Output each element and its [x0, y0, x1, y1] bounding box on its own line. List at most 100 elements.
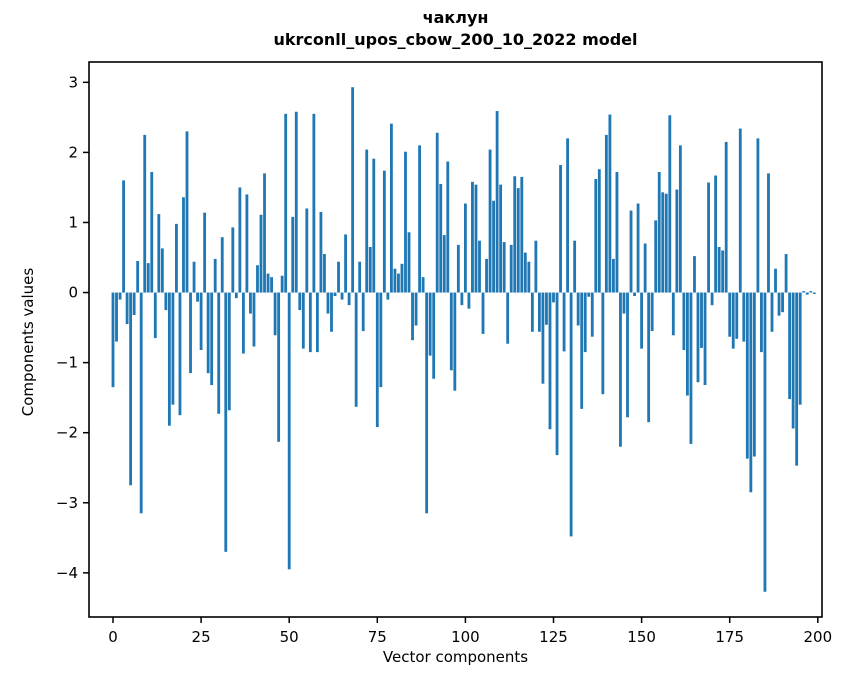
bar-94	[442, 235, 446, 293]
bar-108	[492, 200, 496, 293]
bar-148	[633, 292, 636, 297]
bar-126	[555, 292, 559, 456]
bar-2	[118, 292, 122, 300]
bar-51	[291, 216, 295, 293]
bar-15	[164, 292, 168, 311]
bar-42	[259, 214, 263, 293]
bar-100	[463, 203, 467, 293]
bar-0	[111, 292, 115, 388]
bar-186	[767, 173, 770, 293]
bar-159	[671, 292, 675, 336]
chart-title-line1: чаклун	[422, 8, 489, 27]
bar-35	[234, 292, 238, 299]
x-tick-label: 0	[108, 628, 118, 646]
bar-77	[382, 170, 386, 293]
bar-97	[453, 292, 457, 391]
bar-36	[238, 187, 242, 293]
y-tick-label: −2	[56, 424, 78, 442]
bar-151	[643, 243, 647, 293]
bar-131	[573, 240, 577, 293]
bar-116	[520, 176, 524, 293]
chart-title-line2: ukrconll_upos_cbow_200_10_2022 model	[273, 30, 638, 49]
bar-93	[439, 183, 443, 293]
bar-129	[566, 138, 570, 293]
bar-83	[404, 151, 407, 293]
bar-185	[763, 292, 767, 592]
y-axis-label: Components values	[19, 267, 37, 417]
bar-104	[478, 240, 481, 293]
bar-176	[731, 292, 735, 349]
bar-45	[270, 277, 273, 293]
y-tick-label: −3	[56, 494, 78, 512]
x-tick-label: 50	[280, 628, 299, 646]
bar-10	[146, 263, 150, 293]
plot-border	[88, 61, 823, 618]
bar-22	[189, 292, 192, 374]
bar-17	[171, 292, 175, 405]
bar-52	[294, 111, 298, 293]
bar-48	[280, 275, 284, 293]
bar-140	[604, 134, 608, 293]
bar-153	[650, 292, 654, 332]
bar-139	[601, 292, 605, 395]
bar-14	[160, 248, 164, 293]
bar-70	[358, 261, 362, 293]
x-tick-label: 150	[627, 628, 656, 646]
bar-133	[580, 292, 584, 409]
bar-168	[703, 292, 707, 386]
bar-84	[407, 232, 411, 293]
bar-198	[809, 291, 813, 293]
bar-132	[576, 292, 580, 326]
bar-24	[196, 292, 199, 302]
bar-3	[122, 180, 125, 293]
bar-156	[661, 192, 665, 293]
bar-92	[435, 132, 439, 293]
bar-192	[788, 292, 792, 400]
bar-172	[717, 247, 721, 293]
bar-175	[728, 292, 732, 337]
bar-170	[710, 292, 714, 306]
bar-5	[129, 292, 133, 486]
bar-144	[619, 292, 622, 447]
bar-1	[115, 292, 118, 342]
bar-76	[379, 292, 383, 388]
bar-164	[689, 292, 693, 444]
bar-86	[414, 292, 418, 326]
bar-80	[393, 268, 397, 293]
bar-90	[428, 292, 432, 356]
bar-178	[738, 128, 742, 293]
bar-197	[805, 292, 809, 295]
bar-142	[612, 258, 615, 293]
bar-189	[777, 292, 781, 316]
bar-26	[203, 212, 207, 293]
bar-33	[227, 292, 231, 411]
bar-166	[696, 292, 700, 383]
bar-95	[446, 161, 450, 293]
bar-47	[277, 292, 281, 442]
bar-163	[686, 292, 689, 396]
bar-102	[471, 181, 474, 293]
y-tick-label: 3	[68, 73, 78, 91]
bar-6	[132, 292, 136, 315]
bar-72	[365, 149, 369, 293]
bar-67	[347, 292, 351, 306]
y-tick-label: 0	[68, 284, 78, 302]
bar-99	[460, 292, 464, 306]
y-tick-label: −1	[56, 354, 78, 372]
x-tick-label: 75	[368, 628, 387, 646]
bar-196	[802, 291, 806, 293]
x-axis-label: Vector components	[382, 648, 529, 666]
bar-115	[516, 188, 520, 293]
bar-109	[495, 111, 499, 293]
bar-121	[538, 292, 541, 332]
bar-194	[795, 292, 799, 466]
bar-127	[559, 165, 562, 293]
bar-55	[305, 208, 309, 293]
bar-54	[301, 292, 305, 349]
bar-16	[167, 292, 171, 426]
bar-12	[153, 292, 157, 339]
bar-106	[485, 258, 488, 293]
bar-59	[319, 211, 323, 293]
